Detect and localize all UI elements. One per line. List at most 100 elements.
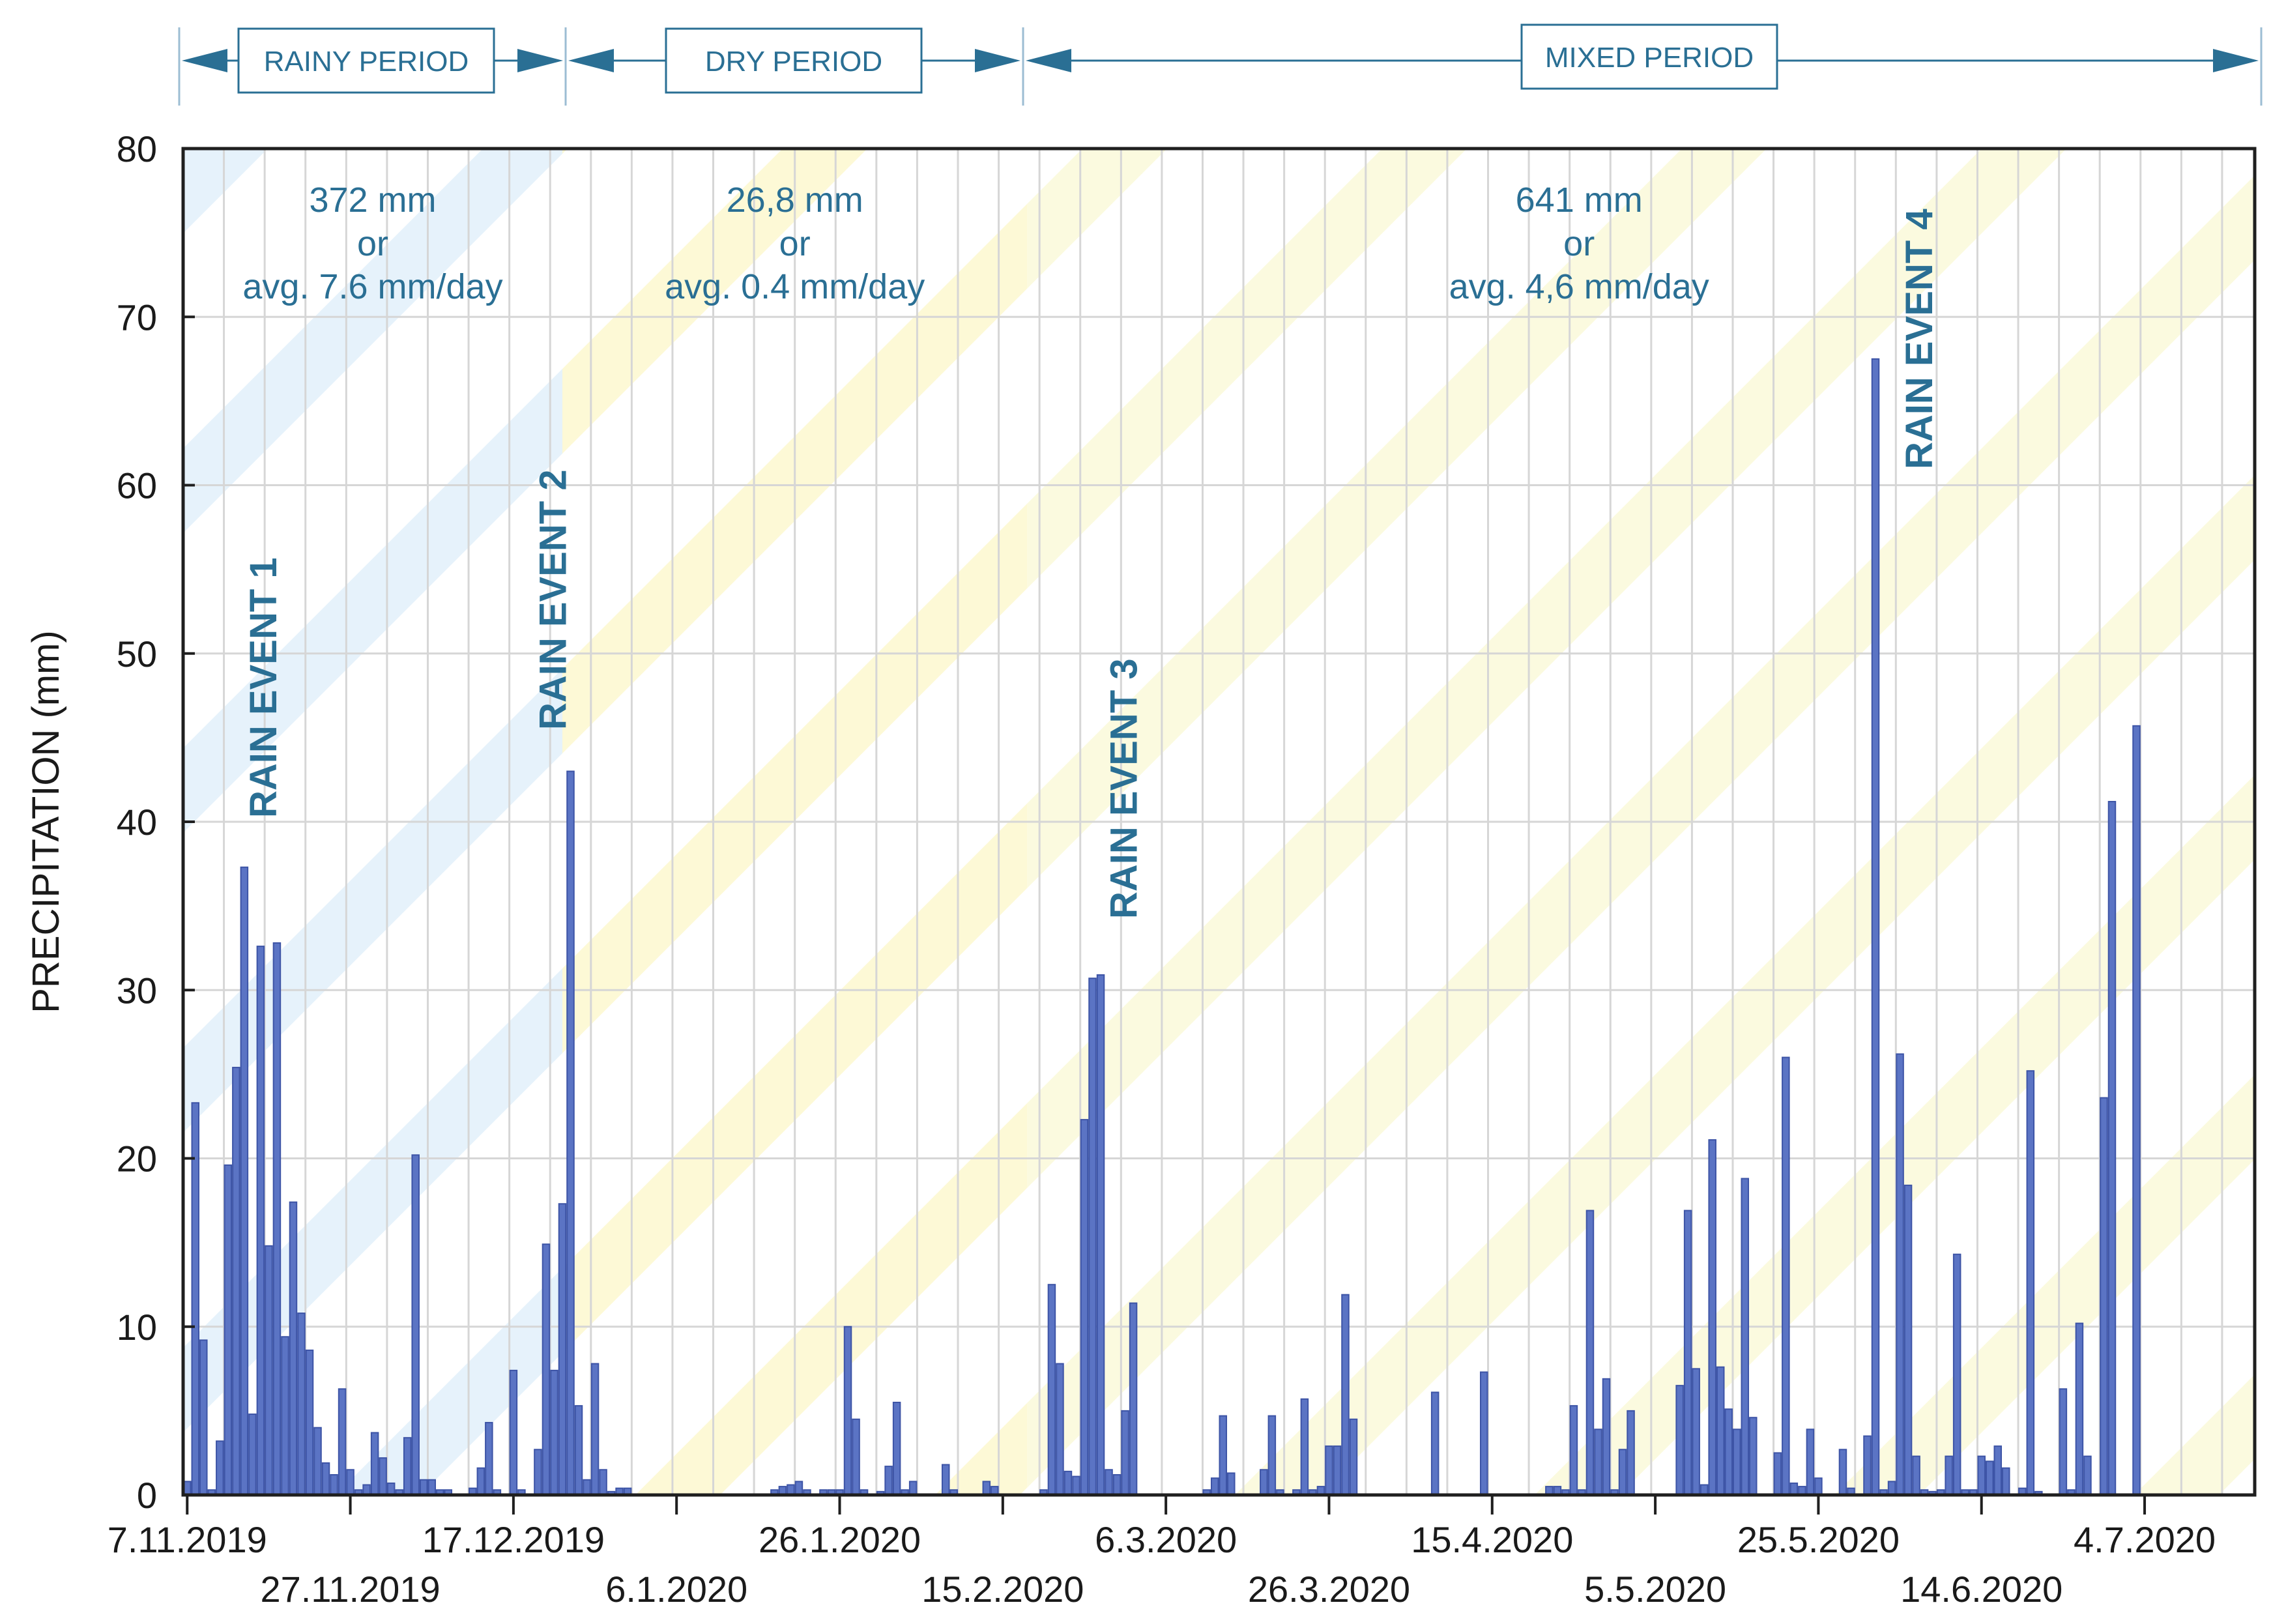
diagonal-stripe — [1027, 149, 1167, 289]
period-label: MIXED PERIOD — [1545, 42, 1754, 74]
x-tick-label: 6.3.2020 — [1095, 1519, 1237, 1560]
period-average: avg. 7.6 mm/day — [242, 267, 502, 306]
x-tick-label: 15.2.2020 — [921, 1569, 1084, 1610]
diagonal-stripe — [1027, 149, 1467, 588]
precip-bar — [534, 1449, 542, 1496]
y-tick-label: 30 — [117, 970, 157, 1011]
diagonal-stripe — [183, 149, 562, 533]
precip-bar — [1675, 1385, 1684, 1496]
arrow-right-icon — [975, 49, 1020, 72]
diagonal-stripe — [562, 149, 867, 454]
precip-bar — [1267, 1415, 1277, 1496]
precip-bar — [1227, 1472, 1236, 1496]
precip-bar — [599, 1469, 607, 1496]
precip-bar — [852, 1418, 860, 1496]
period-bracket-2: MIXED PERIOD — [1026, 23, 2259, 90]
precip-bar — [542, 1243, 551, 1496]
precip-bar — [1789, 1482, 1799, 1496]
precip-bar — [1708, 1139, 1716, 1496]
precip-bar — [272, 942, 282, 1496]
precip-bar — [1871, 358, 1880, 1496]
rain-event-label: RAIN EVENT 3 — [1103, 658, 1146, 919]
precip-bar — [1741, 1178, 1750, 1496]
precip-bar — [794, 1481, 803, 1496]
precip-bar — [1300, 1398, 1309, 1496]
precip-bar — [1056, 1363, 1064, 1496]
period-or: or — [779, 224, 811, 263]
precip-bar — [941, 1464, 950, 1496]
precip-bar — [313, 1427, 322, 1496]
precip-bar — [1732, 1428, 1741, 1496]
precip-bar — [419, 1479, 428, 1496]
precip-bar — [1985, 1460, 1994, 1496]
precip-bar — [1585, 1210, 1595, 1496]
precip-bar — [1912, 1455, 1920, 1496]
precip-bar — [884, 1466, 893, 1496]
period-label-box — [665, 27, 923, 94]
precip-bar — [1952, 1253, 1961, 1496]
precip-bar — [1887, 1481, 1896, 1496]
arrow-left-icon — [182, 49, 227, 72]
precip-bar — [1782, 1056, 1790, 1496]
precip-bar — [1945, 1455, 1953, 1496]
rain-event-label: RAIN EVENT 4 — [1898, 209, 1941, 469]
precip-bar — [248, 1414, 257, 1496]
y-tick-label: 0 — [137, 1475, 157, 1516]
arrow-left-icon — [1026, 49, 1071, 72]
period-label-box — [237, 27, 495, 94]
precip-bar — [338, 1388, 347, 1496]
precip-bar — [583, 1479, 591, 1496]
x-tick-label: 26.3.2020 — [1248, 1569, 1410, 1610]
precip-bar — [1977, 1455, 1986, 1496]
precip-bar — [370, 1432, 379, 1496]
precip-bar — [1210, 1477, 1219, 1496]
precip-bar — [321, 1462, 330, 1496]
precip-bar — [982, 1481, 991, 1496]
precip-bar — [330, 1474, 338, 1496]
precip-bar — [346, 1469, 354, 1496]
precip-bar — [1806, 1428, 1815, 1496]
x-tick-label: 17.12.2019 — [422, 1519, 605, 1560]
period-total: 372 mm — [309, 181, 436, 220]
period-or: or — [1563, 224, 1595, 263]
precip-bar — [1773, 1452, 1782, 1496]
precip-bar — [843, 1326, 852, 1496]
precip-bar — [1627, 1410, 1635, 1496]
precip-bar — [1602, 1378, 1611, 1496]
precip-bar — [199, 1339, 208, 1496]
x-tick-label: 14.6.2020 — [1900, 1569, 2062, 1610]
precip-bar — [240, 866, 249, 1496]
precip-bar — [1112, 1474, 1121, 1496]
diagonal-stripe — [336, 1268, 562, 1495]
precip-bar — [386, 1482, 396, 1496]
precip-bar — [1594, 1428, 1602, 1496]
precip-bar — [566, 770, 575, 1496]
precip-bar — [2059, 1388, 2068, 1496]
precip-bar — [1047, 1284, 1056, 1496]
precip-bar — [1903, 1184, 1913, 1496]
precip-bar — [232, 1067, 240, 1496]
precip-bar — [1088, 978, 1097, 1496]
precip-bar — [1325, 1445, 1333, 1496]
period-average: avg. 0.4 mm/day — [665, 267, 925, 306]
y-tick-label: 70 — [117, 297, 157, 338]
precip-bar — [2132, 725, 2141, 1496]
y-tick-label: 60 — [117, 465, 157, 506]
period-total: 641 mm — [1516, 181, 1643, 220]
arrow-right-icon — [517, 49, 563, 72]
x-tick-label: 5.5.2020 — [1584, 1569, 1726, 1610]
diagonal-stripe — [1027, 149, 1767, 888]
precip-bar — [1692, 1368, 1700, 1496]
x-tick-label: 7.11.2019 — [108, 1519, 267, 1560]
precip-bar — [1096, 974, 1105, 1496]
diagonal-stripe — [1027, 175, 2255, 1488]
x-tick-label: 27.11.2019 — [261, 1569, 441, 1610]
precip-bar — [1569, 1405, 1578, 1496]
precip-bar — [2075, 1322, 2084, 1496]
diagonal-stripe — [1027, 149, 2066, 1188]
period-label: RAINY PERIOD — [264, 46, 469, 78]
precip-bar — [281, 1336, 289, 1496]
precip-bar — [216, 1440, 224, 1496]
precip-bar — [509, 1369, 518, 1496]
